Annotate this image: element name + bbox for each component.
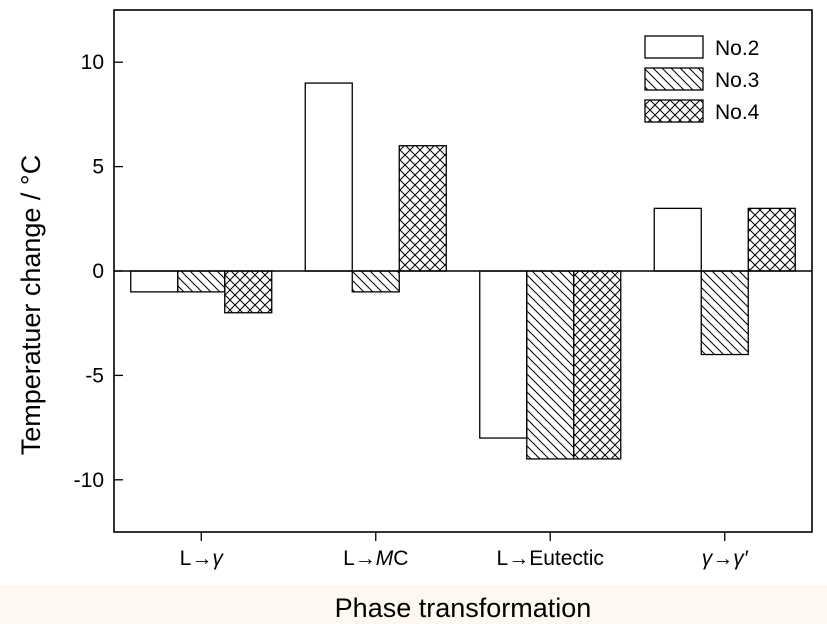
bar-no2-cat3 bbox=[479, 270, 528, 439]
bar-no2-cat1 bbox=[130, 270, 179, 293]
bar-no4-cat1 bbox=[224, 270, 273, 314]
legend-swatch bbox=[644, 67, 704, 91]
bar-no4-cat2 bbox=[398, 145, 447, 272]
y-tick-label: 0 bbox=[92, 260, 104, 283]
bar-no3-cat4 bbox=[700, 270, 749, 356]
x-axis-title: Phase transformation bbox=[335, 593, 592, 623]
plot-area bbox=[130, 82, 796, 460]
y-axis-title: Temperatuer change / °C bbox=[16, 155, 46, 455]
bar-no3-cat1 bbox=[177, 270, 226, 293]
axes: -10 -5 0 5 10 L→γ L→MC L→Eutectic γ→γ′ bbox=[74, 9, 813, 570]
y-tick-label: 5 bbox=[92, 156, 104, 179]
y-tick-label: 10 bbox=[81, 51, 104, 74]
bar-no4-cat3 bbox=[573, 270, 622, 460]
bar-no3-cat3 bbox=[526, 270, 575, 460]
bottom-band bbox=[0, 585, 827, 624]
bar-no4-cat4 bbox=[747, 207, 796, 272]
x-tick-label: L→MC bbox=[343, 547, 408, 570]
y-tick-label: -5 bbox=[85, 364, 104, 387]
legend-swatch bbox=[644, 99, 704, 123]
bar-no2-cat2 bbox=[304, 82, 353, 272]
legend-swatch bbox=[644, 35, 704, 59]
x-tick-label: L→Eutectic bbox=[497, 547, 604, 570]
x-tick-label: L→γ bbox=[180, 547, 225, 570]
x-tick-label: γ→γ′ bbox=[702, 547, 749, 570]
legend-label: No.4 bbox=[715, 101, 760, 124]
bar-no3-cat2 bbox=[351, 270, 400, 293]
y-tick-label: -10 bbox=[74, 469, 104, 492]
legend-label: No.3 bbox=[715, 69, 759, 92]
legend-label: No.2 bbox=[715, 37, 759, 60]
legend: No.2 No.3 No.4 bbox=[644, 35, 760, 124]
bar-no2-cat4 bbox=[653, 207, 702, 272]
